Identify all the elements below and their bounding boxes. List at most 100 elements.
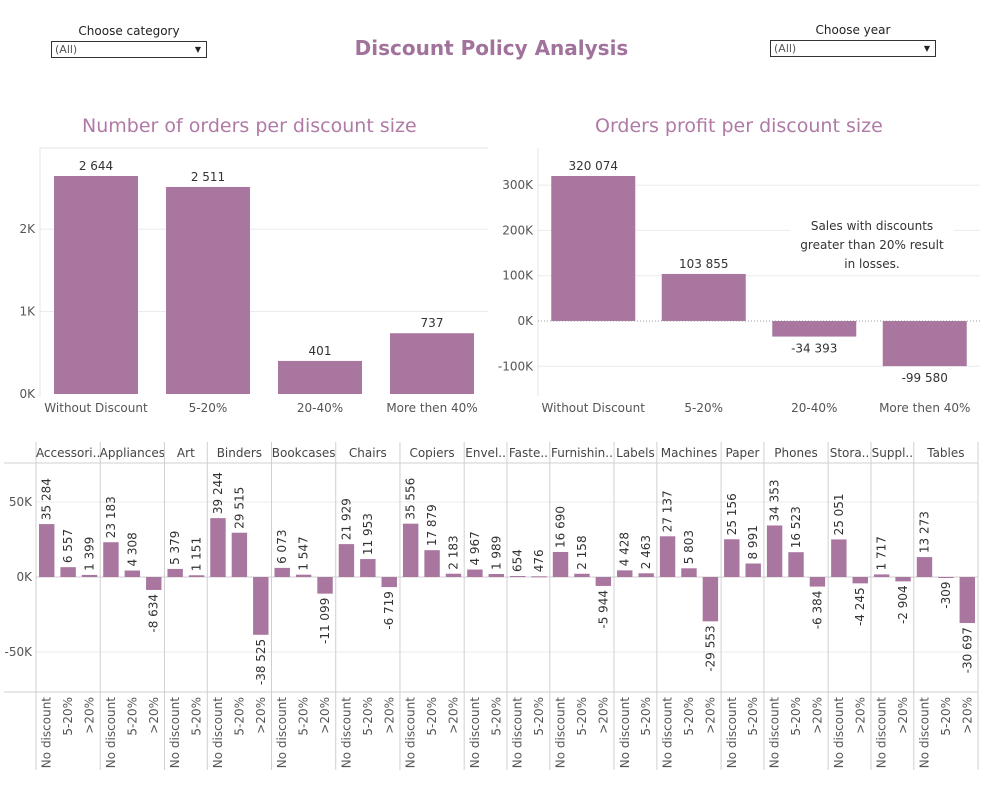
x-tick-label: More then 40% xyxy=(386,401,477,415)
group-header: Copiers xyxy=(409,446,454,460)
x-tick-label: >20% xyxy=(703,697,717,734)
data-label: 6 557 xyxy=(61,529,75,563)
group-header: Accessori.. xyxy=(36,446,100,460)
data-label: -30 697 xyxy=(960,627,974,673)
bar xyxy=(231,532,248,577)
data-label: 23 183 xyxy=(104,496,118,538)
x-tick-label: 5-20% xyxy=(297,697,311,736)
x-tick-label: No discount xyxy=(511,697,525,768)
data-label: 2 463 xyxy=(639,535,653,569)
bar xyxy=(146,577,162,590)
x-tick-label: More then 40% xyxy=(879,401,970,415)
data-label: -8 634 xyxy=(147,594,161,633)
data-label: -6 384 xyxy=(810,591,824,630)
data-label: 1 717 xyxy=(875,536,889,570)
group-header: Art xyxy=(177,446,195,460)
x-tick-label: 5-20% xyxy=(361,697,375,736)
bar xyxy=(659,536,676,577)
x-tick-label: No discount xyxy=(104,697,118,768)
x-tick-label: 5-20% xyxy=(189,401,228,415)
x-tick-label: >20% xyxy=(446,697,460,734)
group-header: Paper xyxy=(726,446,760,460)
bar xyxy=(661,273,746,321)
y-tick-label: 0K xyxy=(16,570,33,584)
category-select-value: (All) xyxy=(55,43,78,56)
data-label: 16 523 xyxy=(789,506,803,548)
annotation-text: in losses. xyxy=(844,257,899,271)
x-tick-label: No discount xyxy=(211,697,225,768)
x-tick-label: No discount xyxy=(832,697,846,768)
bar xyxy=(766,525,783,577)
group-header: Machines xyxy=(661,446,717,460)
page-title: Discount Policy Analysis xyxy=(354,36,629,60)
bar xyxy=(278,360,362,394)
bar xyxy=(124,570,141,577)
bar xyxy=(210,518,226,577)
y-tick-label: 300K xyxy=(502,178,534,192)
bar xyxy=(638,573,654,577)
x-tick-label: >20% xyxy=(83,697,97,734)
x-tick-label: 20-40% xyxy=(791,401,837,415)
x-tick-label: Without Discount xyxy=(542,401,646,415)
group-header: Stora.. xyxy=(830,446,870,460)
x-tick-label: 5-20% xyxy=(532,697,546,736)
x-tick-label: >20% xyxy=(853,697,867,734)
data-label: 476 xyxy=(532,549,546,572)
x-tick-label: No discount xyxy=(40,697,54,768)
category-select[interactable]: (All) ▼ xyxy=(51,41,207,58)
bar xyxy=(938,577,954,578)
x-tick-label: No discount xyxy=(339,697,353,768)
y-tick-label: 1K xyxy=(19,305,36,319)
bar xyxy=(402,523,419,577)
x-tick-label: 5-20% xyxy=(682,697,696,736)
bar xyxy=(702,577,719,622)
data-label: 4 308 xyxy=(125,532,139,566)
annotation-box xyxy=(790,215,954,271)
data-label: 401 xyxy=(309,344,332,358)
data-label: 1 399 xyxy=(83,537,97,571)
data-label: 34 353 xyxy=(768,479,782,521)
chevron-down-icon: ▼ xyxy=(194,45,201,54)
year-select[interactable]: (All) ▼ xyxy=(770,40,936,57)
year-select-value: (All) xyxy=(774,42,797,55)
data-label: 5 803 xyxy=(682,530,696,564)
bar xyxy=(809,577,826,587)
y-tick-label: 2K xyxy=(19,222,36,236)
x-tick-label: >20% xyxy=(810,697,824,734)
x-tick-label: No discount xyxy=(468,697,482,768)
chevron-down-icon: ▼ xyxy=(923,44,930,53)
data-label: 320 074 xyxy=(568,159,618,173)
group-header: Faste.. xyxy=(509,446,548,460)
bar xyxy=(467,569,483,577)
year-filter: Choose year (All) ▼ xyxy=(770,23,936,57)
bar xyxy=(103,542,119,577)
bar xyxy=(317,577,333,594)
bar xyxy=(253,577,269,635)
x-tick-label: No discount xyxy=(661,697,675,768)
data-label: 103 855 xyxy=(679,257,729,271)
bar xyxy=(38,524,55,577)
bar xyxy=(531,576,547,578)
x-tick-label: No discount xyxy=(725,697,739,768)
y-tick-label: -50K xyxy=(5,645,34,659)
data-label: 6 073 xyxy=(275,530,289,564)
data-label: 4 428 xyxy=(618,532,632,566)
x-tick-label: No discount xyxy=(618,697,632,768)
data-label: -309 xyxy=(939,581,953,608)
bar xyxy=(551,176,636,321)
data-label: -5 944 xyxy=(596,590,610,629)
x-tick-label: >20% xyxy=(382,697,396,734)
group-header: Labels xyxy=(616,446,655,460)
y-tick-label: 200K xyxy=(502,223,534,237)
annotation-text: greater than 20% result xyxy=(800,238,944,252)
bar xyxy=(745,563,761,577)
data-label: -4 245 xyxy=(853,587,867,626)
x-tick-label: 5-20% xyxy=(190,697,204,736)
x-tick-label: >20% xyxy=(596,697,610,734)
bar xyxy=(681,568,697,577)
data-label: 2 158 xyxy=(575,535,589,569)
data-label: 17 879 xyxy=(425,504,439,546)
category-filter: Choose category (All) ▼ xyxy=(51,24,207,58)
bar xyxy=(54,176,138,394)
